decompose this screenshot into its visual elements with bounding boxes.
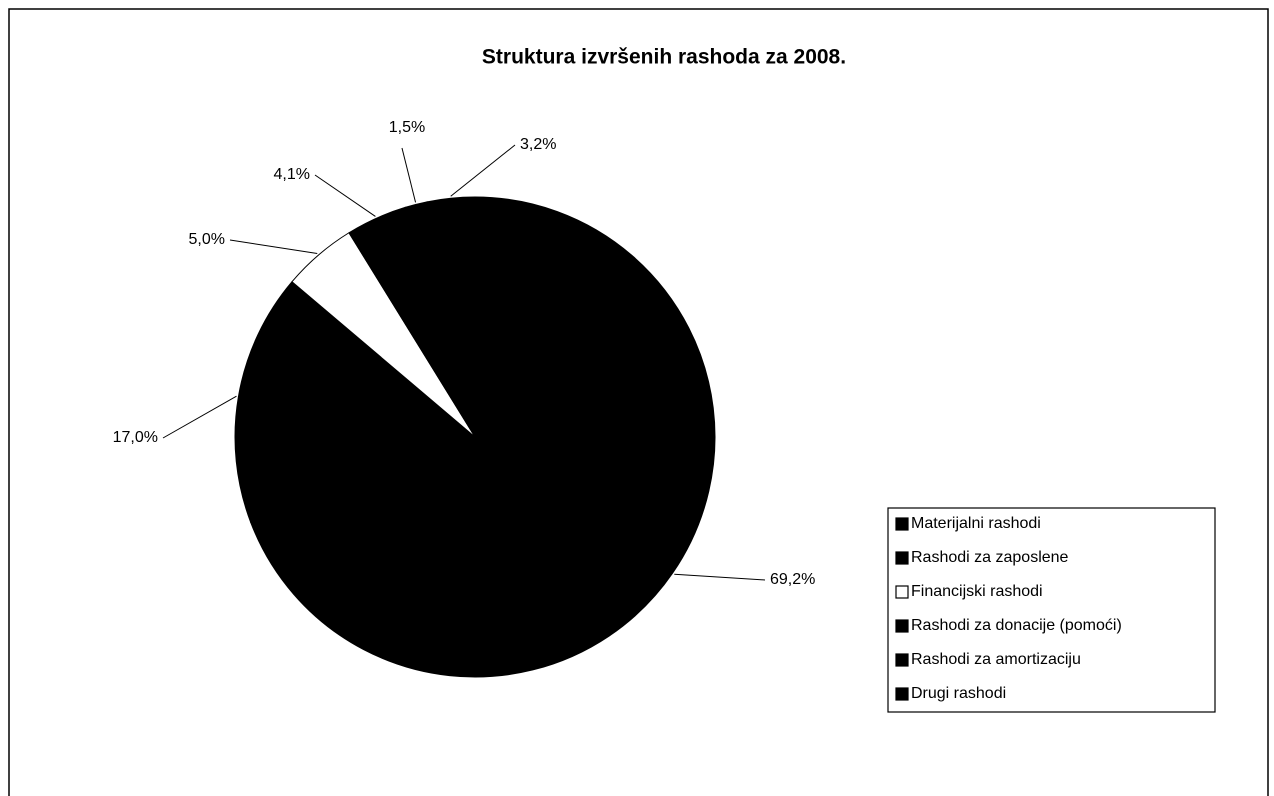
- legend-swatch: [895, 687, 909, 701]
- data-label: 69,2%: [770, 571, 815, 588]
- pie-slice: [234, 281, 476, 524]
- leader-line: [674, 573, 766, 581]
- legend-label: Rashodi za zaposlene: [911, 549, 1069, 566]
- chart-title: Struktura izvršenih rashoda za 2008.: [482, 46, 846, 69]
- legend-label: Materijalni rashodi: [911, 515, 1041, 532]
- leader-line: [229, 239, 318, 254]
- pie-slice: [250, 196, 716, 678]
- data-label: 5,0%: [189, 231, 225, 248]
- data-label: 17,0%: [113, 429, 158, 446]
- legend-swatch: [895, 653, 909, 667]
- legend-box: [887, 507, 1216, 713]
- legend-swatch: [895, 585, 909, 599]
- legend-label: Drugi rashodi: [911, 685, 1006, 702]
- legend-swatch: [895, 619, 909, 633]
- leader-line: [162, 395, 237, 439]
- data-label: 4,1%: [274, 166, 310, 183]
- legend-label: Rashodi za donacije (pomoći): [911, 617, 1122, 634]
- leader-line: [401, 147, 417, 203]
- leader-line: [314, 174, 376, 217]
- chart-frame: [8, 8, 1269, 796]
- data-label: 1,5%: [389, 119, 425, 136]
- legend-swatch: [895, 551, 909, 565]
- legend-label: Financijski rashodi: [911, 583, 1043, 600]
- leader-line: [450, 144, 516, 197]
- legend-swatch: [895, 517, 909, 531]
- legend-label: Rashodi za amortizaciju: [911, 651, 1081, 668]
- pie-slice: [426, 196, 476, 438]
- data-label: 3,2%: [520, 136, 556, 153]
